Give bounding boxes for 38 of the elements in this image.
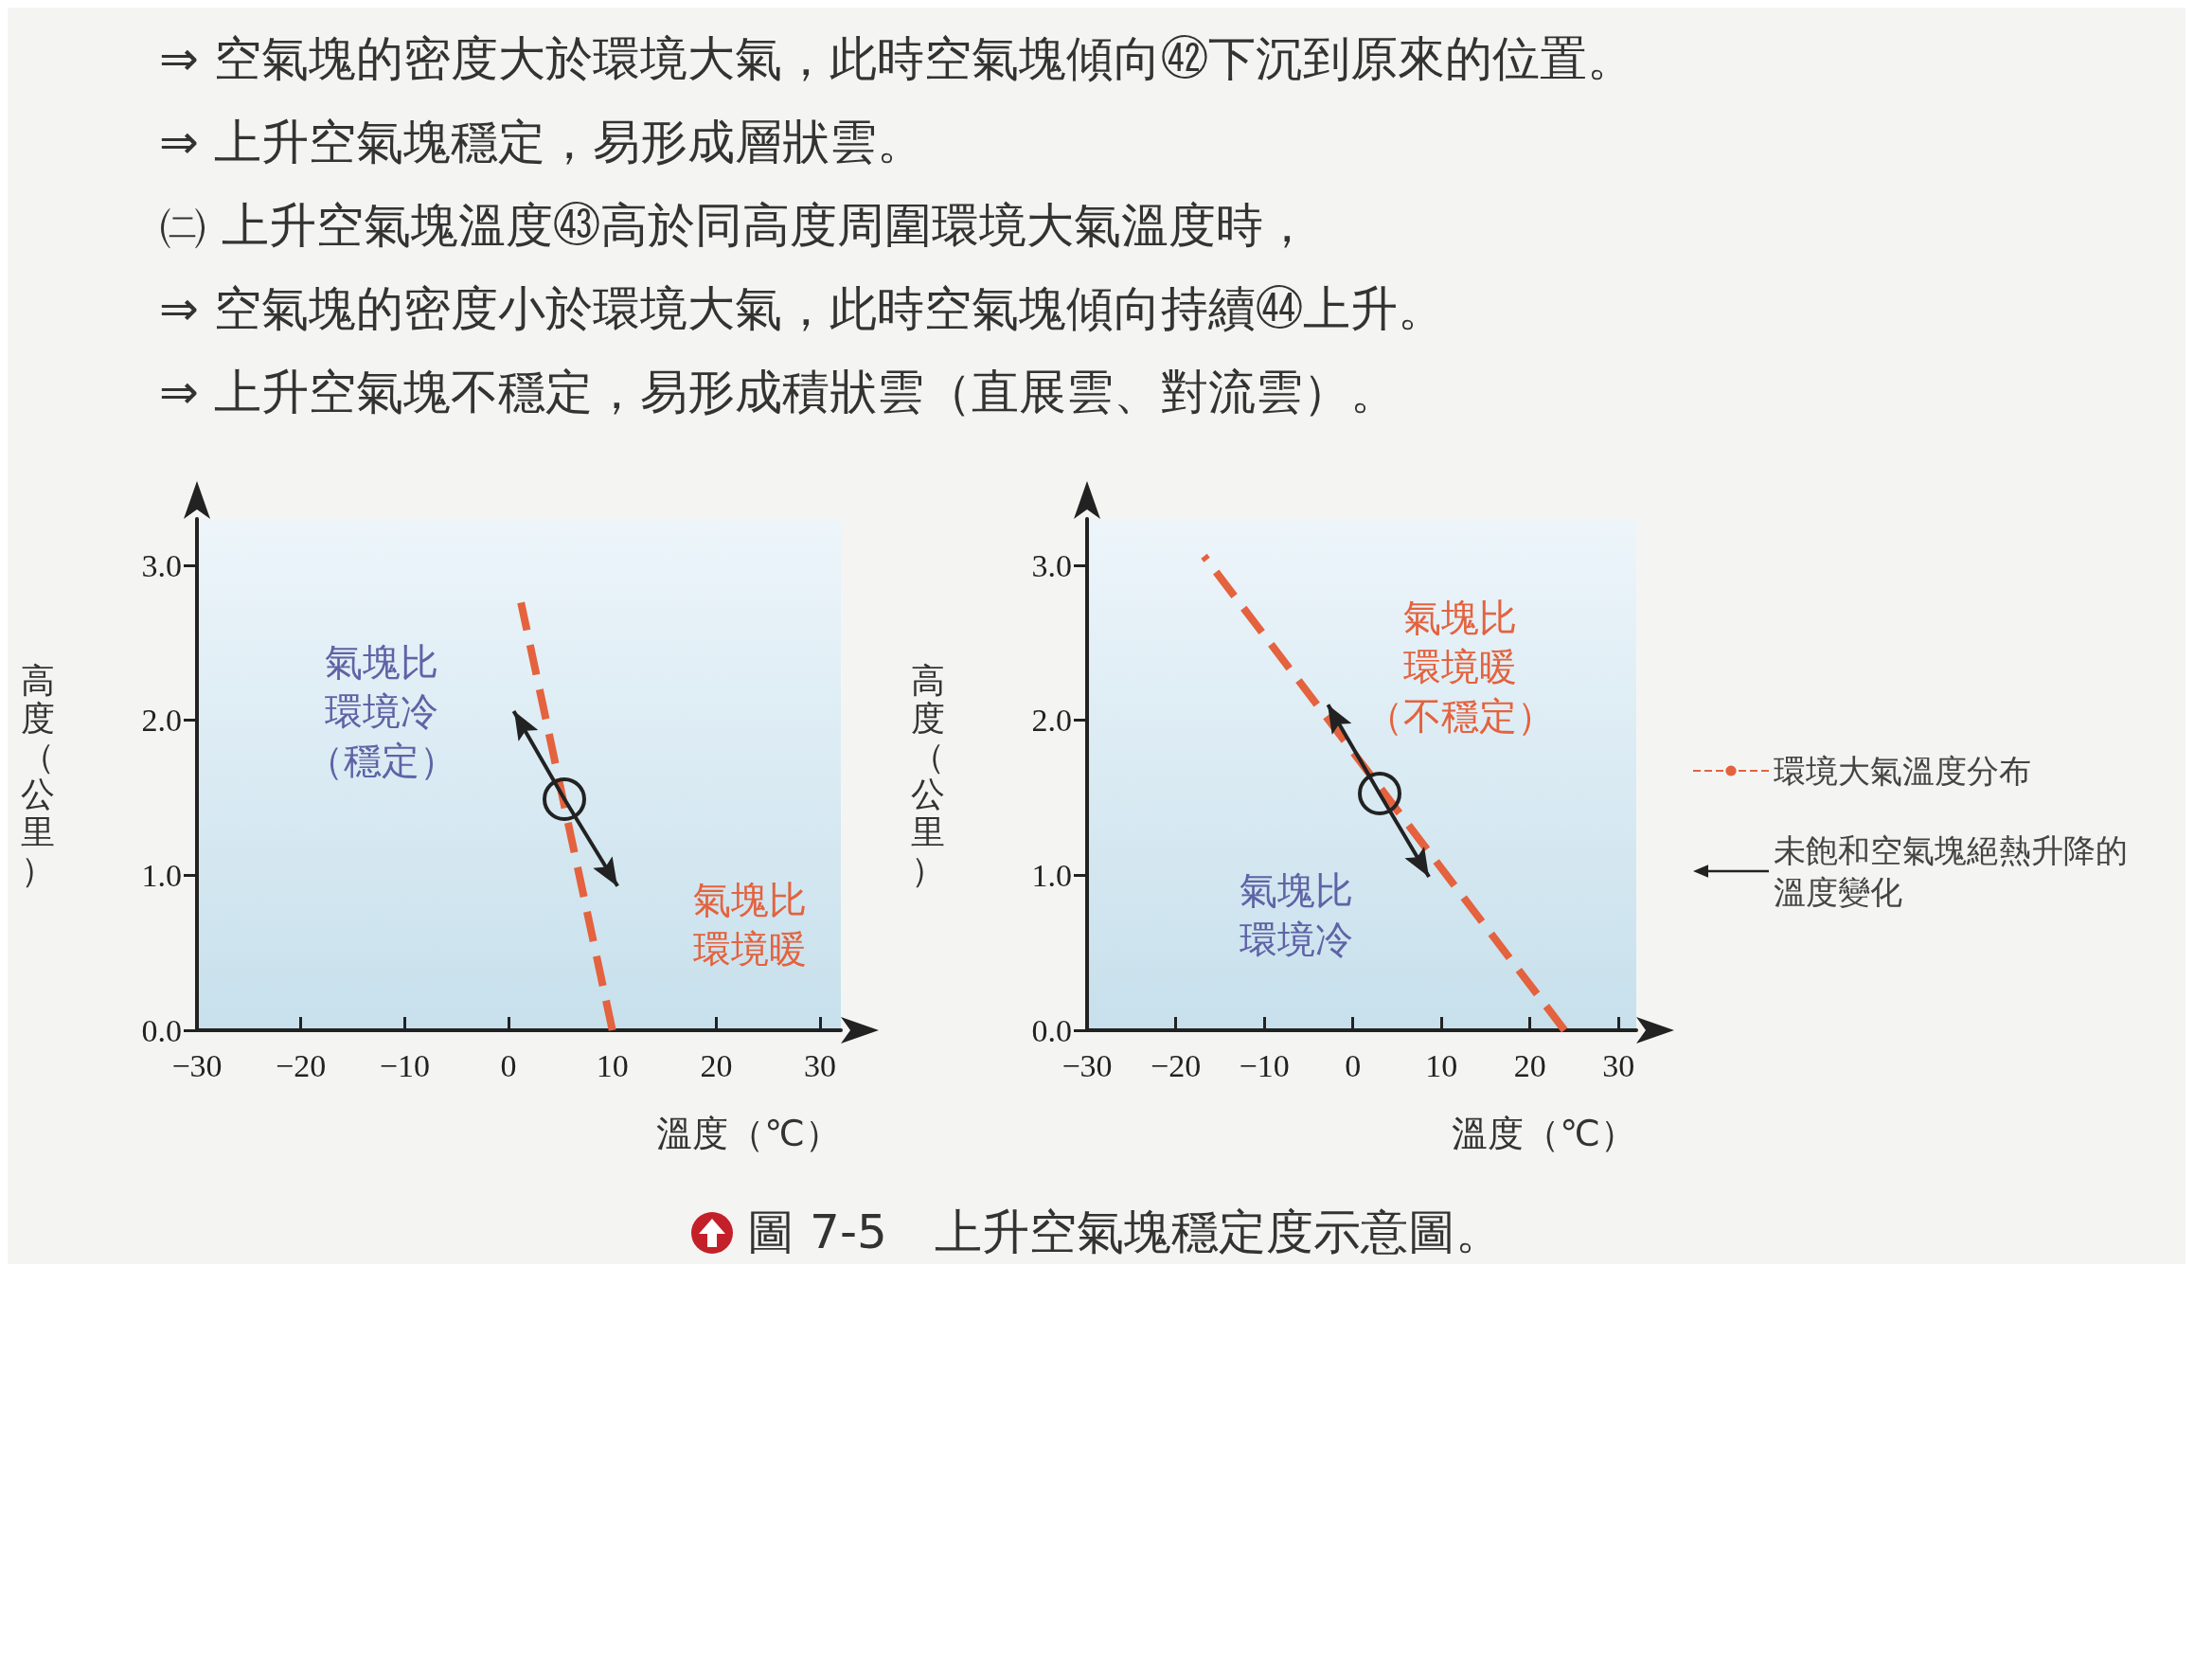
x-tick-label: −30 bbox=[1061, 1047, 1113, 1083]
annotation: 氣塊比環境暖（不穩定） bbox=[1365, 596, 1556, 739]
legend-label: 未飽和空氣塊絕熱升降的溫度變化 bbox=[1774, 831, 2128, 911]
annotation: 氣塊比環境冷 bbox=[1240, 868, 1354, 961]
x-tick-label: 20 bbox=[1513, 1047, 1546, 1083]
text: ⇒ 空氣塊的密度小於環境大氣，此時空氣塊傾向持續㊹上升。 bbox=[159, 280, 1446, 338]
annotation: 氣塊比環境冷（穩定） bbox=[305, 639, 457, 782]
x-tick-label: −20 bbox=[1150, 1047, 1202, 1083]
text: ㈡ 上升空氣塊溫度㊸高於同高度周圍環境大氣溫度時， bbox=[159, 197, 1311, 255]
y-tick-label: 0.0 bbox=[1031, 1012, 1072, 1048]
x-tick-label: −10 bbox=[1239, 1047, 1290, 1083]
annotation: 氣塊比環境暖 bbox=[693, 877, 808, 971]
x-axis-title: 溫度（℃） bbox=[1452, 1113, 1636, 1154]
x-tick-label: 0 bbox=[1345, 1047, 1362, 1083]
caption: 圖 7-5 上升空氣塊穩定度示意圖。 bbox=[747, 1204, 1503, 1261]
y-tick-label: 3.0 bbox=[1031, 547, 1072, 583]
y-tick-label: 2.0 bbox=[1031, 703, 1072, 739]
x-tick-label: 0 bbox=[500, 1047, 517, 1083]
x-tick-label: 30 bbox=[1602, 1047, 1635, 1083]
text: ⇒ 上升空氣塊穩定，易形成層狀雲。 bbox=[159, 114, 925, 171]
text: ⇒ 空氣塊的密度大於環境大氣，此時空氣塊傾向㊷下沉到原來的位置。 bbox=[159, 30, 1635, 88]
x-axis-title: 溫度（℃） bbox=[656, 1113, 841, 1154]
y-axis-title: 高度（公里） bbox=[911, 660, 945, 889]
y-axis-title: 高度（公里） bbox=[21, 660, 55, 889]
y-tick-label: 2.0 bbox=[141, 703, 182, 739]
x-tick-label: −30 bbox=[171, 1047, 223, 1083]
x-tick-label: 10 bbox=[1425, 1047, 1458, 1083]
legend-label: 環境大氣溫度分布 bbox=[1774, 752, 2031, 790]
x-tick-label: 30 bbox=[804, 1047, 837, 1083]
text: ⇒ 上升空氣塊不穩定，易形成積狀雲（直展雲、對流雲）。 bbox=[159, 364, 1399, 421]
y-tick-label: 0.0 bbox=[141, 1012, 182, 1048]
y-tick-label: 1.0 bbox=[141, 857, 182, 893]
y-tick-label: 3.0 bbox=[141, 547, 182, 583]
x-tick-label: 10 bbox=[596, 1047, 629, 1083]
y-tick-label: 1.0 bbox=[1031, 857, 1072, 893]
x-tick-label: 20 bbox=[700, 1047, 733, 1083]
x-tick-label: −10 bbox=[379, 1047, 430, 1083]
x-tick-label: −20 bbox=[276, 1047, 327, 1083]
